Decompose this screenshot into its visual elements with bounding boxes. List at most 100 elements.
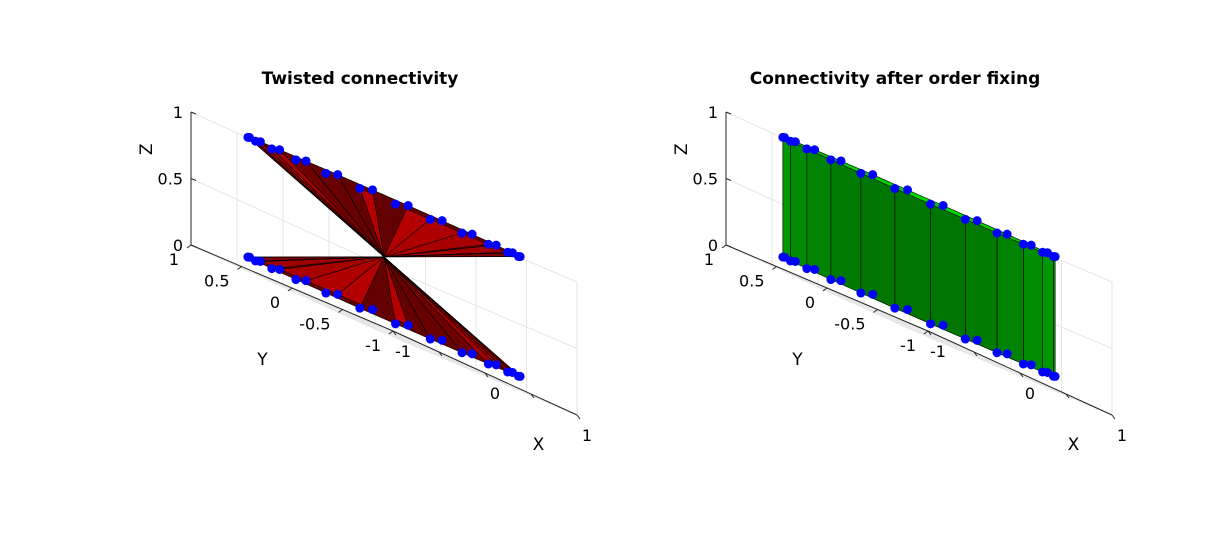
- z-tick-label: 1: [173, 103, 183, 122]
- x-tick-mark: [927, 330, 932, 336]
- vertex-marker: [836, 156, 846, 166]
- vertex-marker: [826, 155, 836, 165]
- y-tick-label: -1: [900, 336, 916, 355]
- vertex-markers: [243, 132, 525, 381]
- z-tick-label: 0.5: [158, 170, 183, 189]
- surface-face: [964, 219, 998, 354]
- axes-lines: [186, 111, 581, 420]
- vertex-marker: [790, 137, 800, 147]
- vertex-marker: [437, 216, 447, 226]
- vertex-marker: [926, 199, 936, 209]
- vertex-marker: [467, 229, 477, 239]
- vertex-marker: [960, 334, 970, 344]
- grid-line: [776, 266, 961, 351]
- vertex-marker: [391, 199, 401, 209]
- vertex-marker: [1002, 349, 1012, 359]
- y-tick-mark: [338, 309, 343, 313]
- grid-line: [190, 244, 376, 330]
- chart-title: Connectivity after order fixing: [750, 69, 1041, 89]
- vertex-marker: [810, 145, 820, 155]
- vertex-marker: [1018, 239, 1028, 249]
- vertex-marker: [972, 216, 982, 226]
- surface: [247, 137, 521, 377]
- vertex-marker: [826, 275, 836, 285]
- y-tick-mark: [873, 309, 878, 313]
- vertex-marker: [301, 276, 311, 286]
- x-tick-label: 1: [582, 426, 592, 445]
- grid-line: [374, 328, 578, 416]
- grid-line: [241, 266, 426, 351]
- surface-face: [930, 203, 966, 340]
- z-axis-label: Z: [137, 143, 157, 155]
- x-tick-label: 1: [1117, 426, 1127, 445]
- vertex-marker: [1002, 229, 1012, 239]
- y-tick-label: 1: [704, 250, 714, 269]
- x-axis-label: X: [1068, 435, 1080, 455]
- vertex-marker: [267, 144, 277, 154]
- vertex-marker: [367, 185, 377, 195]
- vertex-marker: [367, 305, 377, 315]
- x-tick-mark: [1065, 393, 1070, 399]
- vertex-marker: [425, 334, 435, 344]
- vertex-marker: [255, 137, 265, 147]
- x-tick-mark: [1111, 414, 1116, 420]
- y-tick-mark: [822, 287, 828, 292]
- vertex-marker: [245, 252, 255, 262]
- axes-lines: [721, 111, 1116, 420]
- y-tick-label: -0.5: [299, 315, 330, 334]
- z-tick-mark: [190, 178, 197, 181]
- y-tick-label: 0.5: [739, 272, 764, 291]
- z-tick-label: 0.5: [693, 170, 718, 189]
- vertex-marker: [321, 168, 331, 178]
- x-axis-label: X: [533, 435, 545, 455]
- z-tick-label: 0: [708, 236, 718, 255]
- x-tick-label: 0: [1025, 384, 1035, 403]
- vertex-marker: [938, 201, 948, 211]
- surface-face: [790, 140, 808, 269]
- subplot-twisted: Twisted connectivity-101-1-0.500.5100.51…: [137, 69, 592, 455]
- vertex-marker: [491, 240, 501, 250]
- z-tick-mark: [725, 244, 732, 248]
- vertex-marker: [992, 228, 1002, 238]
- vertex-marker: [291, 155, 301, 165]
- surface: [782, 137, 1056, 377]
- z-tick-mark: [725, 178, 732, 181]
- vertex-marker: [938, 320, 948, 330]
- surface-face: [782, 137, 791, 262]
- vertex-marker: [491, 360, 501, 370]
- chart-title: Twisted connectivity: [262, 69, 459, 89]
- vertex-marker: [972, 335, 982, 345]
- z-axis-label: Z: [672, 143, 692, 155]
- surface-face: [806, 148, 832, 280]
- grid-line: [291, 287, 477, 373]
- y-tick-label: 0: [270, 293, 280, 312]
- y-tick-mark: [923, 330, 929, 335]
- vertex-marker: [868, 289, 878, 299]
- vertex-marker: [890, 183, 900, 193]
- y-tick-mark: [721, 244, 727, 249]
- vertex-marker: [1038, 247, 1048, 257]
- vertex-marker: [267, 264, 277, 274]
- vertex-marker: [333, 170, 343, 180]
- y-tick-label: -1: [365, 336, 381, 355]
- vertex-marker: [890, 303, 900, 313]
- vertex-marker: [1048, 251, 1058, 261]
- y-tick-mark: [287, 287, 293, 292]
- y-tick-label: 0.5: [204, 272, 229, 291]
- vertex-marker: [321, 288, 331, 298]
- z-tick-mark: [725, 111, 732, 115]
- vertex-marker: [457, 348, 467, 358]
- vertex-marker: [926, 319, 936, 329]
- x-tick-mark: [973, 351, 978, 357]
- vertex-marker: [790, 256, 800, 266]
- vertex-marker: [301, 156, 311, 166]
- x-tick-label: -1: [930, 342, 946, 361]
- vertex-marker: [856, 168, 866, 178]
- vertex-marker: [275, 264, 285, 274]
- y-tick-mark: [388, 330, 394, 335]
- x-tick-mark: [484, 372, 489, 378]
- vertex-marker: [802, 144, 812, 154]
- vertex-marker: [780, 252, 790, 262]
- subplot-fixed: Connectivity after order fixing-101-1-0.…: [672, 69, 1127, 455]
- vertex-marker: [503, 367, 513, 377]
